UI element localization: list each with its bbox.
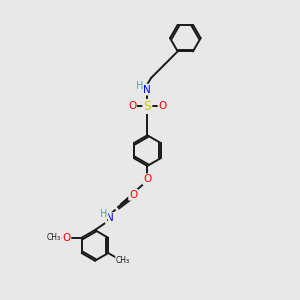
Text: O: O	[129, 190, 137, 200]
Text: CH₃: CH₃	[47, 233, 61, 242]
Text: O: O	[62, 233, 70, 243]
Text: S: S	[143, 100, 152, 113]
Text: H: H	[100, 208, 107, 219]
Text: O: O	[143, 174, 152, 184]
Text: O: O	[128, 101, 136, 111]
Text: CH₃: CH₃	[116, 256, 130, 265]
Text: N: N	[106, 213, 113, 223]
Text: O: O	[158, 101, 167, 111]
Text: N: N	[143, 85, 151, 94]
Text: H: H	[136, 81, 143, 91]
